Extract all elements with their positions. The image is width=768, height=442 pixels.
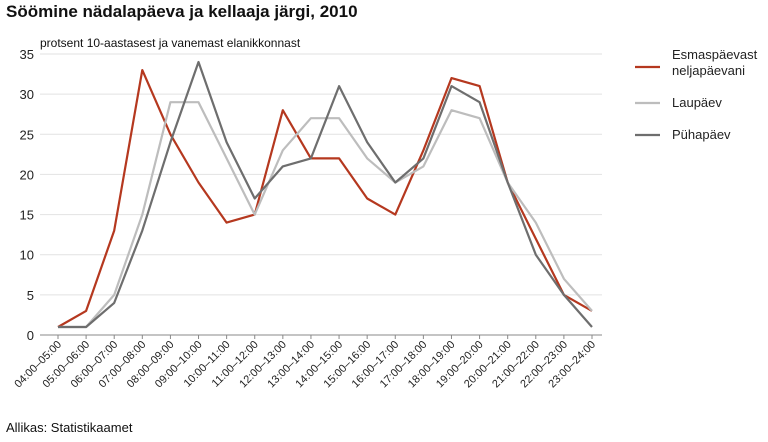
y-tick-label: 25 (20, 127, 34, 142)
y-axis-label: protsent 10-aastasest ja vanemast elanik… (40, 36, 301, 50)
y-tick-label: 0 (27, 328, 34, 343)
y-tick-label: 5 (27, 288, 34, 303)
series-layer (57, 60, 593, 329)
legend-label: Esmaspäevast (672, 47, 758, 62)
y-axis-ticks: 0 5 10 15 20 25 30 35 (20, 47, 34, 343)
x-axis-ticks: 04:00–05:0005:00–06:0006:00–07:0007:00–0… (12, 335, 598, 390)
y-tick-label: 35 (20, 47, 34, 62)
legend-label: Laupäev (672, 95, 722, 110)
legend-label: neljapäevani (672, 63, 745, 78)
y-tick-label: 20 (20, 167, 34, 182)
grid-layer (40, 53, 602, 336)
series-line-1 (57, 68, 593, 328)
y-tick-label: 15 (20, 208, 34, 223)
legend-label: Pühapäev (672, 127, 731, 142)
line-chart: 0 5 10 15 20 25 30 35 04:00–05:0005:00–06:0006:… (12, 36, 758, 390)
source-note: Allikas: Statistikaamet (6, 420, 133, 435)
y-tick-label: 10 (20, 248, 34, 263)
y-tick-label: 30 (20, 87, 34, 102)
series-line-3 (58, 60, 593, 329)
chart-title: Söömine nädalapäeva ja kellaaja järgi, 2… (6, 2, 358, 21)
